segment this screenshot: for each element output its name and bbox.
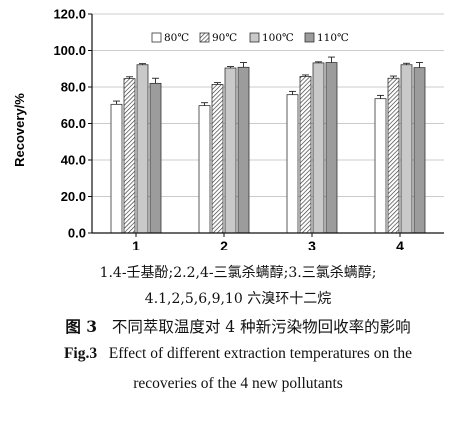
bar-100℃-cat-1 <box>136 64 149 234</box>
bar-80℃-cat-4 <box>374 98 387 234</box>
bar-100℃-cat-4 <box>400 64 413 234</box>
y-tick-label: 100.0 <box>53 43 86 58</box>
bar-110℃-cat-4 <box>413 67 426 234</box>
x-tick-label: 4 <box>396 238 404 250</box>
bar-90℃-cat-2 <box>211 84 224 234</box>
legend-swatch <box>249 32 260 43</box>
legend-label: 80℃ <box>164 32 189 44</box>
axes: 0.0 20.0 40.0 60.0 80.0 100.0 120.0 1 2 3 4 <box>53 7 444 250</box>
bar-110℃-cat-1 <box>149 82 162 234</box>
figure-title-cn: 图 3 不同萃取温度对 4 种新污染物回收率的影响 <box>0 315 476 337</box>
x-tick-label: 2 <box>220 238 228 250</box>
compound-note-line-1: 1.4-壬基酚;2.2,4-三氯杀螨醇;3.三氯杀螨醇; <box>99 265 377 281</box>
legend-label: 100℃ <box>262 32 294 44</box>
bar-80℃-cat-2 <box>198 105 211 234</box>
legend-label: 110℃ <box>317 32 349 44</box>
legend: 80℃ 90℃ 100℃ 110℃ <box>151 32 349 44</box>
legend-swatch <box>304 32 315 43</box>
legend-label: 90℃ <box>212 32 237 44</box>
bar-90℃-cat-1 <box>123 78 136 234</box>
y-tick-label: 20.0 <box>61 189 86 204</box>
bar-110℃-cat-3 <box>325 62 338 234</box>
figure-title-cn-text: 不同萃取温度对 4 种新污染物回收率的影响 <box>111 318 411 336</box>
y-tick-label: 60.0 <box>61 116 86 131</box>
bars <box>110 56 426 234</box>
y-tick-label: 80.0 <box>61 80 86 95</box>
bar-90℃-cat-4 <box>387 77 400 234</box>
bar-110℃-cat-2 <box>237 66 250 234</box>
x-tick-label: 3 <box>308 238 316 250</box>
bar-80℃-cat-3 <box>286 94 299 234</box>
y-axis-label: Recovery/% <box>12 93 27 167</box>
figure-title-en-line-2: recoveries of the 4 new pollutants <box>133 375 343 392</box>
compound-note-line-2: 4.1,2,5,6,9,10 六溴环十二烷 <box>144 291 332 307</box>
bar-80℃-cat-1 <box>110 103 123 234</box>
x-tick-label: 1 <box>132 238 140 250</box>
figure-title-en-text: Effect of different extraction temperatu… <box>108 345 413 362</box>
bar-100℃-cat-3 <box>312 62 325 234</box>
bar-chart: 0.0 20.0 40.0 60.0 80.0 100.0 120.0 1 2 3 4 80℃ 90℃… <box>12 7 444 250</box>
bar-100℃-cat-2 <box>224 67 237 234</box>
y-tick-label: 120.0 <box>53 7 86 22</box>
legend-swatch <box>151 32 162 43</box>
y-tick-label: 40.0 <box>61 153 86 168</box>
bar-90℃-cat-3 <box>299 76 312 234</box>
figure-label-cn: 图 3 <box>65 317 98 336</box>
legend-swatch <box>199 32 210 43</box>
y-tick-label: 0.0 <box>68 226 86 241</box>
figure-title-en-line-1: Fig.3 Effect of different extraction tem… <box>0 345 476 363</box>
figure-label-en: Fig.3 <box>63 345 98 362</box>
